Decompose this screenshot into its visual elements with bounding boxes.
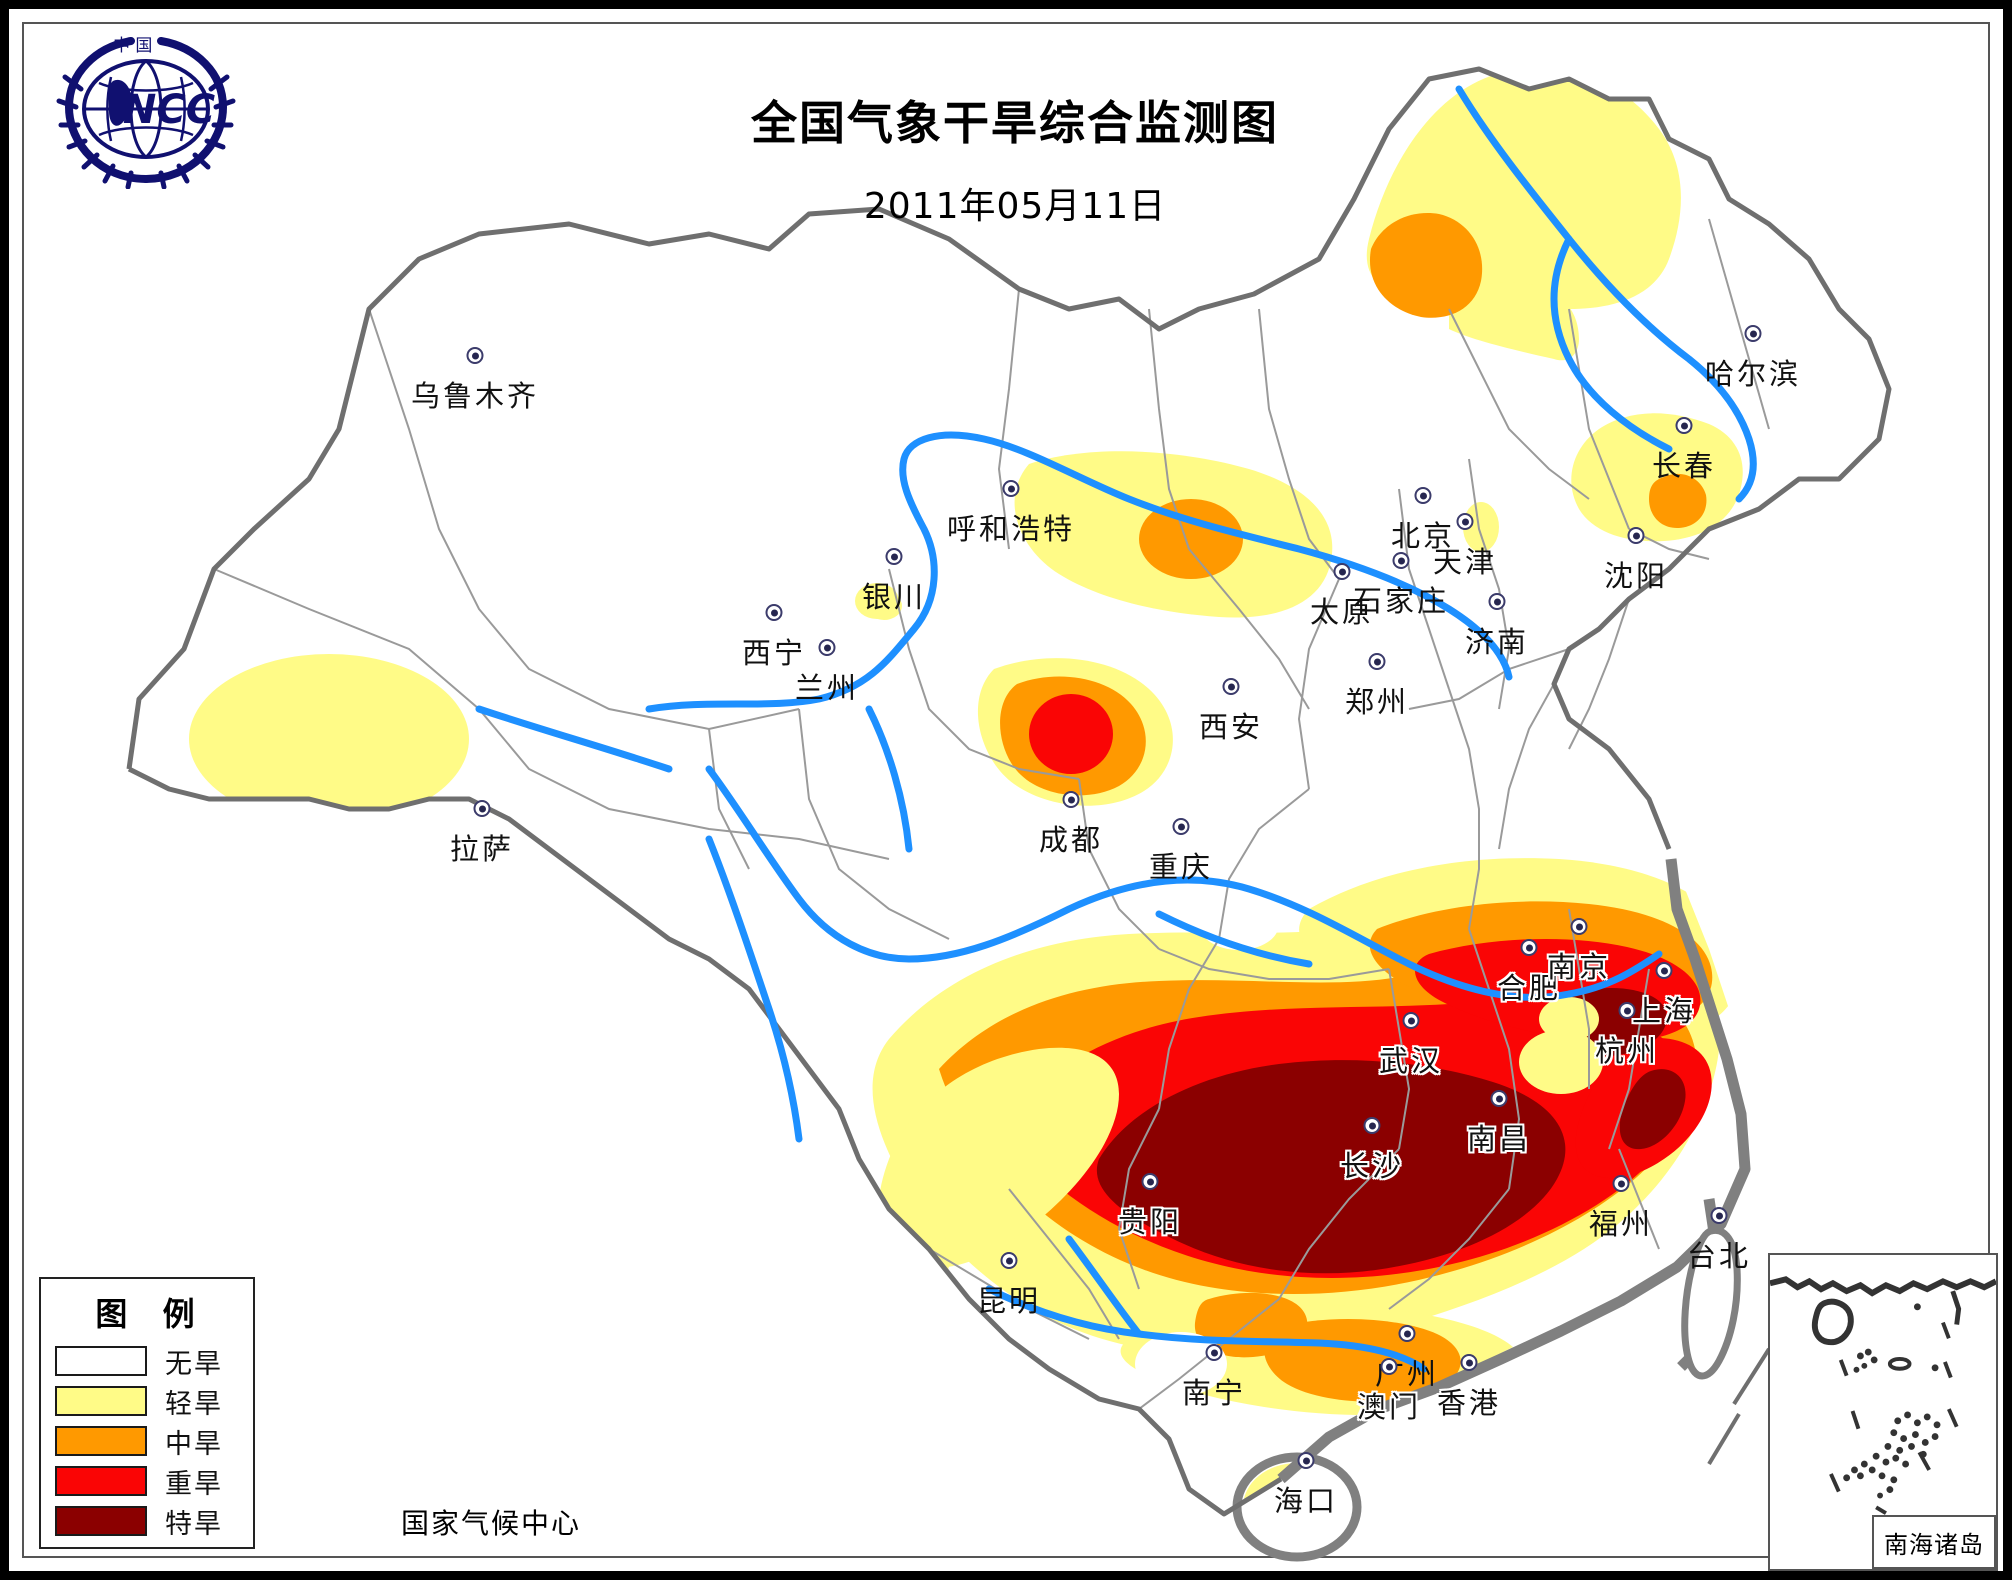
drought-area-zhejiang-ne-extreme	[1619, 1069, 1686, 1150]
drought-area-hohhot-moderate	[1139, 499, 1243, 579]
legend-panel: 图 例 无旱轻旱中旱重旱特旱	[39, 1277, 255, 1549]
south-china-sea-inset: 南海诸岛	[1768, 1253, 1998, 1571]
light-hole-anhui-s	[1539, 997, 1599, 1041]
drought-area-gansu-severe	[1029, 694, 1113, 774]
inset-label: 南海诸岛	[1872, 1515, 1996, 1569]
legend-swatch-1	[55, 1386, 147, 1416]
light-hole-zhejiang-w	[1519, 1030, 1603, 1094]
drought-area-yunnan-light	[878, 1047, 1119, 1268]
drought-area-tibet-west	[189, 654, 469, 824]
legend-label-2: 中旱	[165, 1428, 223, 1460]
logo-text-cn: 中 国	[113, 36, 152, 56]
rivers-layer	[475, 85, 1757, 1373]
no-drought-hole-nanning	[1135, 1332, 1227, 1396]
legend-item-0: 无旱	[41, 1341, 253, 1381]
legend-rows: 无旱轻旱中旱重旱特旱	[41, 1341, 253, 1541]
legend-swatch-4	[55, 1506, 147, 1536]
legend-item-2: 中旱	[41, 1421, 253, 1461]
legend-swatch-2	[55, 1426, 147, 1456]
drought-area-heilongjiang-light	[1449, 282, 1579, 361]
legend-swatch-0	[55, 1346, 147, 1376]
drought-area-hainan-light	[1243, 1463, 1351, 1514]
drought-area-shanxi-speck	[866, 592, 902, 620]
south-china-sea-line	[1707, 1347, 1771, 1466]
inner-frame	[22, 22, 1990, 1558]
drought-area-hebei-speck	[1463, 502, 1499, 552]
drought-area-yunnan-speck	[878, 1217, 950, 1297]
no-drought-hole-hubei-w	[1199, 898, 1279, 950]
legend-label-4: 特旱	[165, 1508, 223, 1540]
svg-text:NCC: NCC	[123, 87, 215, 133]
drought-area-hunan-jiangxi-extreme	[1096, 1060, 1566, 1274]
drought-severity-layer	[189, 69, 1743, 1514]
national-border	[126, 66, 1892, 1517]
legend-title: 图 例	[95, 1295, 207, 1333]
inset-map-graphic	[1770, 1276, 1996, 1528]
legend-swatch-3	[55, 1466, 147, 1496]
drought-area-hulunbuir-moderate	[1369, 213, 1483, 318]
legend-item-3: 重旱	[41, 1461, 253, 1501]
drought-area-jilin-light	[1571, 413, 1743, 542]
china-drought-map	[126, 66, 1892, 1562]
legend-item-1: 轻旱	[41, 1381, 253, 1421]
legend-item-4: 特旱	[41, 1501, 253, 1541]
drought-area-jilin-moderate	[1649, 473, 1707, 529]
legend-label-3: 重旱	[165, 1468, 223, 1500]
source-credit: 国家气候中心	[401, 1507, 582, 1540]
ncc-logo: NCC 中 国	[56, 36, 236, 189]
taiwan-island	[1681, 1226, 1741, 1380]
legend-label-1: 轻旱	[165, 1388, 223, 1420]
legend-label-0: 无旱	[165, 1348, 223, 1380]
